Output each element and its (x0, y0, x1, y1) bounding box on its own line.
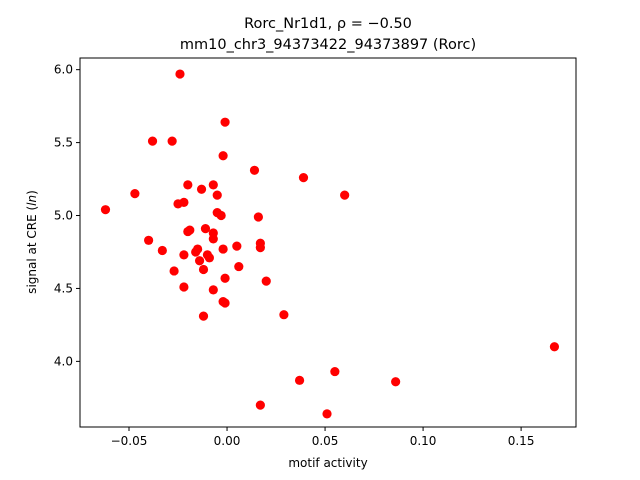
data-point (391, 377, 401, 387)
chart-subtitle: mm10_chr3_94373422_94373897 (Rorc) (180, 37, 476, 53)
data-point (255, 243, 265, 253)
data-point (204, 253, 214, 263)
points-layer (100, 69, 560, 419)
data-point (144, 235, 154, 245)
y-tick-label: 4.0 (54, 354, 73, 368)
data-point (220, 298, 230, 308)
data-point (234, 261, 244, 272)
data-point (330, 366, 340, 377)
data-point (100, 205, 111, 215)
x-tick-label: 0.15 (508, 434, 535, 448)
y-tick-label: 6.0 (54, 63, 73, 77)
data-point (179, 197, 189, 207)
y-tick-label: 4.5 (54, 281, 73, 295)
data-point (167, 136, 177, 146)
data-point (249, 165, 260, 175)
data-point (198, 311, 209, 321)
y-tick-label: 5.0 (54, 209, 73, 223)
data-point (212, 190, 222, 200)
data-point (218, 244, 228, 254)
data-point (255, 400, 265, 410)
data-point (208, 285, 218, 295)
x-axis-ticks: −0.05 0.00 0.05 0.10 0.15 (111, 427, 535, 448)
data-point (261, 276, 271, 286)
data-point (549, 342, 560, 352)
data-point (220, 273, 230, 283)
data-point (322, 409, 332, 419)
data-point (179, 282, 189, 292)
data-point (220, 117, 230, 127)
x-tick-label: 0.00 (214, 434, 241, 448)
data-point (208, 180, 218, 190)
y-axis-label: signal at CRE (ln) (25, 190, 39, 294)
data-point (147, 136, 158, 146)
data-point (216, 210, 226, 221)
data-point (196, 184, 207, 194)
x-axis-label: motif activity (288, 456, 367, 470)
data-point (179, 250, 189, 260)
data-point (157, 245, 167, 256)
plot-frame (79, 57, 577, 428)
x-tick-label: −0.05 (111, 434, 148, 448)
x-tick-label: 0.10 (410, 434, 437, 448)
x-tick-label: 0.05 (312, 434, 339, 448)
data-point (232, 241, 242, 251)
data-point (194, 256, 205, 266)
data-point (185, 225, 195, 235)
data-point (298, 172, 309, 183)
chart-title: Rorc_Nr1d1, ρ = −0.50 (244, 16, 412, 32)
y-axis-ticks: 4.0 4.5 5.0 5.5 6.0 (54, 63, 80, 368)
data-point (130, 189, 140, 199)
data-point (279, 310, 289, 320)
y-tick-label: 5.5 (54, 136, 73, 150)
data-point (253, 212, 264, 222)
data-point (193, 244, 203, 254)
data-point (175, 69, 185, 79)
data-point (218, 151, 228, 161)
data-point (208, 234, 218, 244)
data-point (340, 190, 350, 200)
data-point (198, 264, 209, 275)
data-point (183, 180, 193, 190)
data-point (169, 266, 179, 276)
data-point (294, 375, 305, 385)
data-point (200, 224, 211, 234)
